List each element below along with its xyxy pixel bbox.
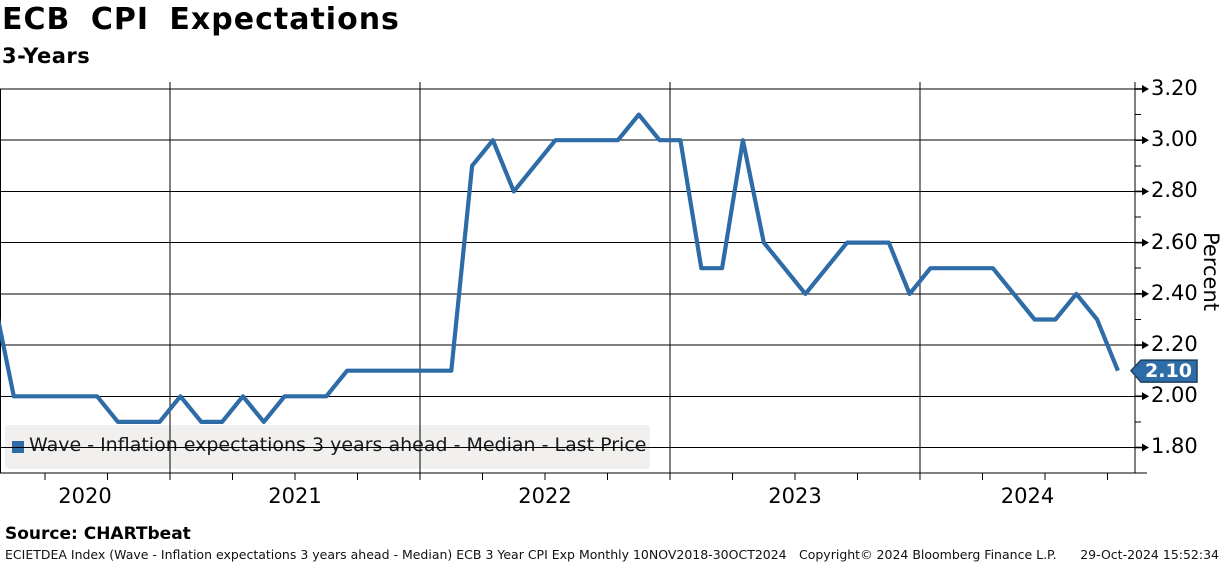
footer-source: Source: CHARTbeat [5,524,191,544]
legend-series-label: Wave - Inflation expectations 3 years ah… [29,434,647,456]
page-subtitle: 3-Years [2,44,91,68]
y-tick-arrow-icon [1142,289,1149,298]
y-tick-arrow-icon [1142,443,1149,452]
y-tick-arrow-icon [1142,238,1149,247]
series-line [0,112,1120,424]
footer-datetime: 29-Oct-2024 15:52:34 [1080,547,1219,562]
last-price-tag [1129,359,1198,383]
y-tick-arrow-icon [1142,136,1149,145]
footer-ticker-description: ECIETDEA Index (Wave - Inflation expecta… [5,547,787,562]
y-tick-arrow-icon [1142,187,1149,196]
page-title: ECB CPI Expectations [2,2,400,37]
footer-copyright: Copyright© 2024 Bloomberg Finance L.P. [799,547,1057,562]
y-tick-arrow-icon [1142,341,1149,350]
y-tick-arrow-icon [1142,85,1149,93]
y-tick-arrow-icon [1142,392,1149,401]
